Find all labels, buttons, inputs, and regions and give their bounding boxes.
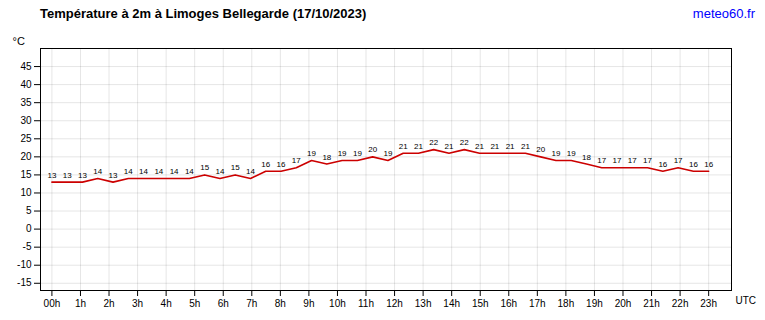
svg-text:0: 0: [26, 223, 32, 234]
svg-text:15h: 15h: [472, 298, 489, 309]
svg-text:17: 17: [628, 156, 637, 165]
svg-text:15: 15: [231, 163, 240, 172]
svg-text:4h: 4h: [161, 298, 172, 309]
svg-text:20: 20: [368, 145, 377, 154]
svg-text:45: 45: [20, 61, 32, 72]
svg-text:14: 14: [185, 167, 194, 176]
svg-text:3h: 3h: [132, 298, 143, 309]
svg-text:6h: 6h: [218, 298, 229, 309]
svg-text:22: 22: [460, 138, 469, 147]
svg-text:19: 19: [353, 149, 362, 158]
svg-text:20: 20: [20, 151, 32, 162]
svg-text:°C: °C: [13, 35, 25, 47]
svg-text:35: 35: [20, 97, 32, 108]
svg-text:5: 5: [26, 205, 32, 216]
svg-text:8h: 8h: [275, 298, 286, 309]
svg-text:00h: 00h: [44, 298, 61, 309]
svg-text:1h: 1h: [75, 298, 86, 309]
svg-text:11h: 11h: [358, 298, 374, 309]
svg-text:-10: -10: [17, 259, 32, 270]
svg-text:14: 14: [139, 167, 148, 176]
svg-text:-5: -5: [23, 241, 32, 252]
svg-text:19: 19: [383, 149, 392, 158]
svg-text:20h: 20h: [615, 298, 632, 309]
svg-text:13: 13: [63, 171, 72, 180]
svg-text:15: 15: [20, 169, 32, 180]
html-text:meteo60.fr: meteo60.fr: [692, 5, 755, 21]
svg-text:40: 40: [20, 79, 32, 90]
svg-text:17: 17: [292, 156, 301, 165]
svg-text:17h: 17h: [529, 298, 546, 309]
svg-text:21: 21: [445, 142, 454, 151]
svg-text:16: 16: [704, 160, 713, 169]
svg-text:15: 15: [200, 163, 209, 172]
svg-text:13: 13: [78, 171, 87, 180]
svg-text:16h: 16h: [500, 298, 517, 309]
svg-text:19h: 19h: [586, 298, 603, 309]
svg-text:14: 14: [170, 167, 179, 176]
svg-text:22h: 22h: [672, 298, 689, 309]
svg-text:5h: 5h: [189, 298, 200, 309]
svg-text:30: 30: [20, 115, 32, 126]
svg-text:21: 21: [414, 142, 423, 151]
svg-text:13: 13: [47, 171, 56, 180]
svg-text:16: 16: [261, 160, 270, 169]
svg-text:2h: 2h: [103, 298, 114, 309]
svg-text:-15: -15: [17, 277, 32, 288]
svg-text:7h: 7h: [246, 298, 257, 309]
svg-text:19: 19: [338, 149, 347, 158]
svg-text:16: 16: [689, 160, 698, 169]
svg-text:21: 21: [399, 142, 408, 151]
svg-text:14h: 14h: [443, 298, 460, 309]
svg-text:14: 14: [124, 167, 133, 176]
svg-text:17: 17: [674, 156, 683, 165]
svg-text:13: 13: [109, 171, 118, 180]
svg-text:19: 19: [307, 149, 316, 158]
svg-text:21: 21: [506, 142, 515, 151]
svg-text:14: 14: [246, 167, 255, 176]
svg-text:18: 18: [322, 153, 331, 162]
svg-text:17: 17: [613, 156, 622, 165]
svg-text:16: 16: [277, 160, 286, 169]
svg-text:18h: 18h: [558, 298, 575, 309]
svg-text:18: 18: [582, 153, 591, 162]
svg-text:21h: 21h: [643, 298, 660, 309]
svg-text:21: 21: [490, 142, 499, 151]
svg-text:14: 14: [154, 167, 163, 176]
html-text:Température à 2m à Limoges Bel: Température à 2m à Limoges Bellegarde (1…: [40, 5, 367, 21]
svg-text:25: 25: [20, 133, 32, 144]
svg-text:16: 16: [658, 160, 667, 169]
svg-text:10: 10: [20, 187, 32, 198]
svg-text:21: 21: [475, 142, 484, 151]
svg-text:19: 19: [567, 149, 576, 158]
svg-text:UTC: UTC: [736, 295, 757, 306]
svg-text:12h: 12h: [386, 298, 403, 309]
svg-text:17: 17: [597, 156, 606, 165]
svg-text:23h: 23h: [700, 298, 717, 309]
svg-text:19: 19: [551, 149, 560, 158]
svg-text:14: 14: [215, 167, 224, 176]
svg-text:14: 14: [93, 167, 102, 176]
svg-text:13h: 13h: [415, 298, 432, 309]
svg-text:9h: 9h: [303, 298, 314, 309]
svg-text:20: 20: [536, 145, 545, 154]
svg-text:10h: 10h: [329, 298, 346, 309]
svg-text:22: 22: [429, 138, 438, 147]
svg-text:17: 17: [643, 156, 652, 165]
svg-text:21: 21: [521, 142, 530, 151]
